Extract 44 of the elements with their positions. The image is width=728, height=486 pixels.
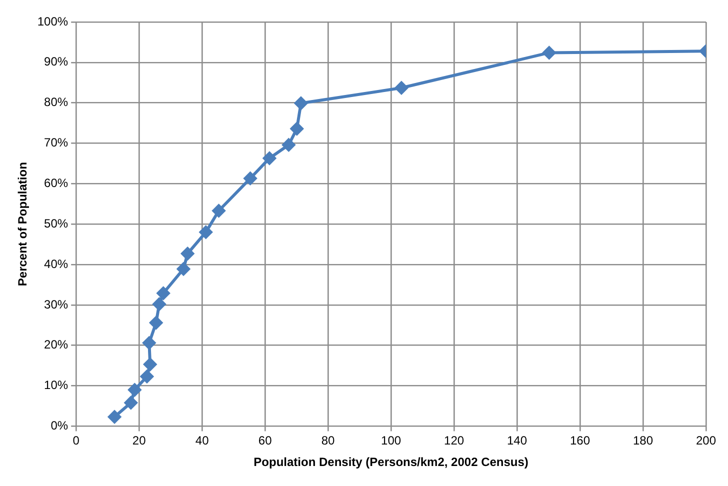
y-tick-label: 10% [44,378,68,392]
y-tick-label: 20% [44,338,68,352]
point [294,96,308,110]
x-tick-label: 180 [632,434,654,448]
x-tick-label: 0 [72,434,80,448]
point [108,410,122,424]
y-tick-label: 40% [44,256,68,271]
y-tick-label: 50% [44,216,68,230]
y-axis-title: Percent of Population [16,162,30,286]
y-tick-label: 80% [44,95,68,110]
point [282,138,296,152]
point [212,204,226,218]
point [140,370,154,383]
x-tick-label: 120 [444,434,464,448]
x-tick-label: 60 [258,434,272,448]
y-tick-label: 100% [37,14,68,28]
x-tick-label: 160 [570,434,590,448]
y-tick-label: 30% [44,297,68,312]
point [128,383,142,396]
point [124,396,138,410]
point [394,81,408,94]
y-tick-label: 70% [44,136,68,150]
point [144,358,157,371]
point [262,152,276,165]
x-tick-label: 40 [195,434,210,448]
x-tick-label: 20 [132,434,146,448]
point [150,316,163,330]
y-tick-label: 0% [50,418,68,433]
x-axis-title: Population Density (Persons/km2, 2002 Census) [254,455,528,470]
point [142,336,156,350]
point [244,172,257,185]
point [542,46,556,60]
x-tick-label: 100 [381,434,402,448]
y-tick-label: 60% [44,176,68,190]
point [176,262,190,276]
y-tick-label: 90% [44,54,68,69]
point [156,286,170,300]
point [181,247,194,260]
x-tick-label: 80 [321,434,336,448]
point [199,226,212,239]
x-tick-label: 200 [696,434,716,448]
point [290,122,304,136]
point [152,298,166,311]
x-tick-label: 140 [507,434,528,448]
